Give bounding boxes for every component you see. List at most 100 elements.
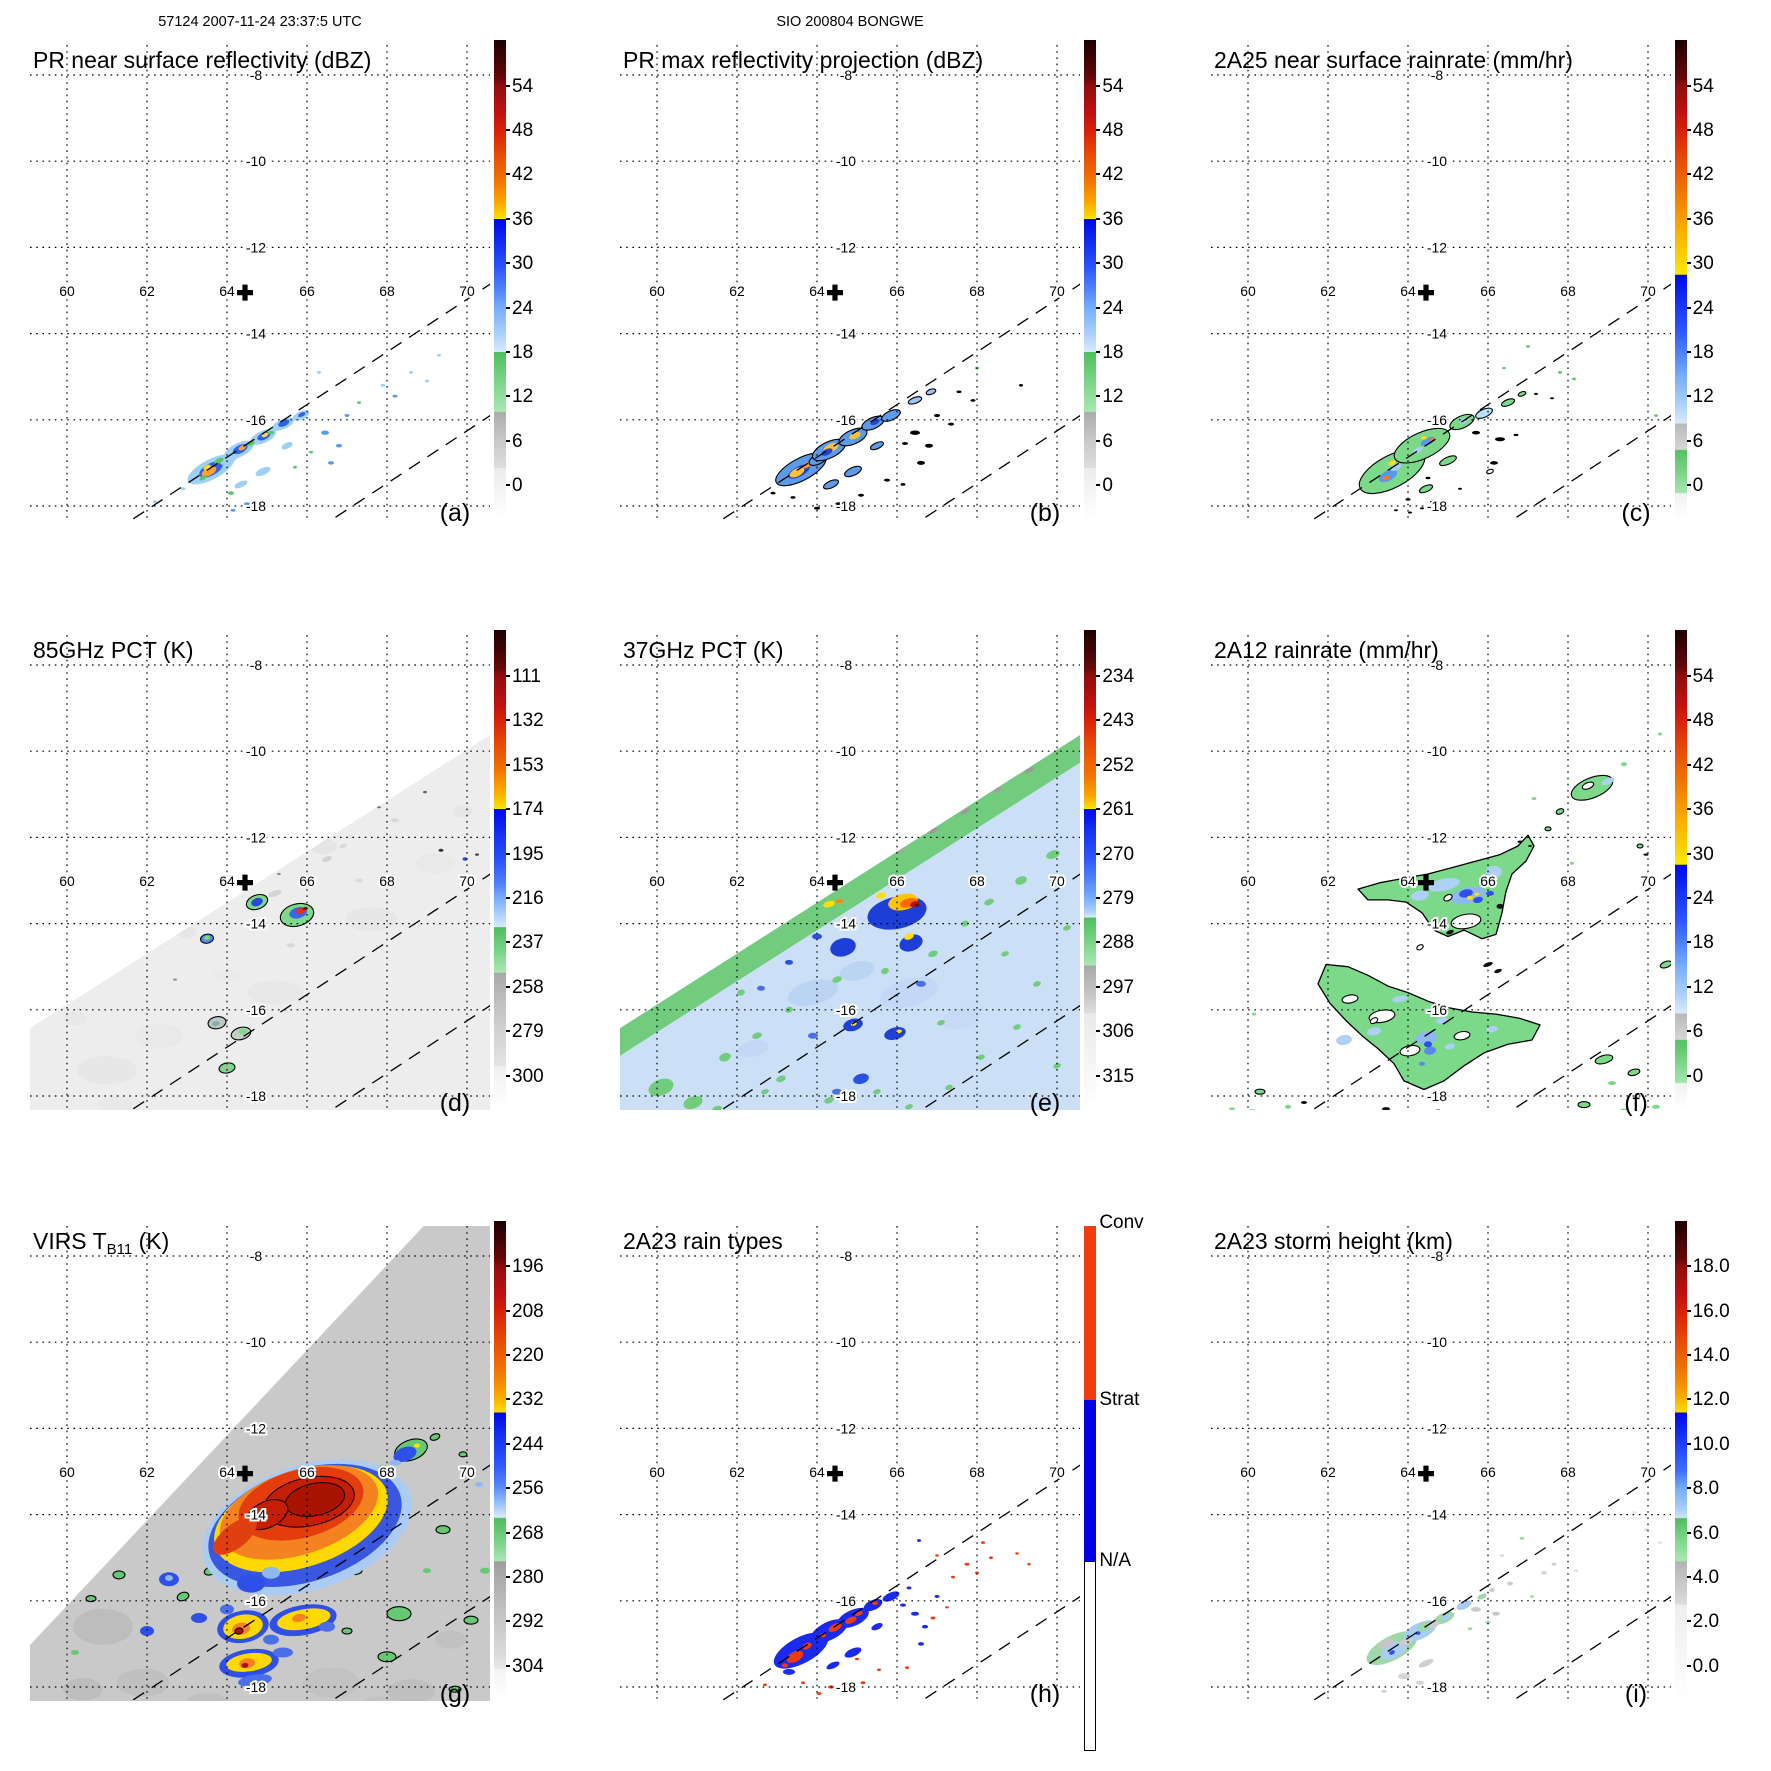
data-blob — [255, 466, 271, 477]
data-blob — [1531, 797, 1537, 801]
data-blob — [934, 413, 941, 418]
data-blob — [916, 981, 927, 988]
data-blob — [247, 440, 255, 447]
grid-label-lat: -8 — [250, 67, 263, 83]
colorbar-height — [1674, 1220, 1687, 1701]
data-blob — [787, 1650, 804, 1663]
data-blob — [1253, 1706, 1259, 1710]
data-blob — [845, 1616, 857, 1624]
grid-label-lon: 70 — [1640, 1464, 1656, 1480]
colorbar-tick-label: 18 — [1692, 342, 1714, 363]
grid-label-lon: 66 — [890, 283, 906, 299]
data-blob — [1378, 1638, 1393, 1649]
colorbar-tick-mark — [1096, 941, 1101, 944]
colorbar-tick-mark — [1096, 395, 1101, 398]
data-blob — [989, 1556, 994, 1559]
grid-label-lon: 60 — [59, 283, 75, 299]
colorbar-tick-mark — [1096, 763, 1101, 766]
data-blob — [1445, 930, 1454, 935]
data-blob — [871, 1622, 883, 1631]
data-blob — [922, 1624, 929, 1629]
data-blob — [1341, 994, 1359, 1005]
data-blob — [948, 422, 955, 426]
data-blob — [970, 399, 976, 402]
colorbar-dbz — [494, 40, 506, 520]
swath-edge-line — [720, 873, 1081, 1111]
colorbar-tick-label: 132 — [512, 710, 544, 732]
storm-center-marker — [1417, 874, 1434, 891]
grid-label-lat: -8 — [1430, 1248, 1443, 1264]
swath-edge-line — [1510, 1595, 1671, 1701]
data-blob — [281, 442, 293, 450]
data-blob — [164, 1574, 173, 1581]
colorbar-tick-mark — [1096, 1030, 1101, 1033]
panel-plot-d: 60 62 64 66 68 70 -8 -10 -12 -14 -16 -18 85GHz PCT (… — [29, 635, 490, 1117]
grid-label-lon: 62 — [139, 1464, 155, 1480]
data-blob — [917, 460, 926, 465]
colorbar-tick-label: 304 — [512, 1655, 544, 1677]
data-blob — [1013, 1024, 1022, 1031]
data-blob — [1391, 996, 1408, 1003]
grid-label-lon: 62 — [139, 283, 155, 299]
grid-label-lon: 66 — [299, 873, 315, 889]
colorbar-tick-mark — [1686, 84, 1691, 87]
storm-center-marker — [827, 284, 844, 301]
colorbar-tick-label: 30 — [1692, 253, 1714, 275]
data-blob — [1527, 845, 1532, 848]
data-blob — [1474, 407, 1493, 420]
data-blob — [463, 1615, 479, 1625]
data-region — [620, 734, 1081, 1061]
colorbar-tick-label: 2.0 — [1692, 1611, 1720, 1633]
data-blob — [1506, 1581, 1513, 1586]
grid-label-lon: 68 — [970, 873, 986, 889]
data-blob — [360, 1695, 397, 1701]
data-blob — [1458, 889, 1473, 898]
colorbar-tick-mark — [1096, 306, 1101, 309]
data-blob — [429, 1432, 441, 1441]
grid-label-lat: -10 — [1427, 153, 1447, 169]
colorbar-tick-label: 42 — [1102, 164, 1124, 186]
colorbar-tick-label: 6 — [1102, 430, 1113, 452]
data-blob — [1540, 1570, 1547, 1575]
data-blob — [1415, 1680, 1424, 1685]
colorbar-tick-mark — [506, 1664, 510, 1667]
colorbar-dbz — [1084, 40, 1097, 520]
data-layer — [62, 769, 479, 1111]
panel-plot-h: 60 62 64 66 68 70 -8 -10 -12 -14 -16 -18 2A23 rain t… — [620, 1225, 1081, 1708]
colorbar-tick-mark — [506, 985, 510, 988]
data-blob — [1046, 850, 1061, 860]
grid-label-lon: 62 — [1320, 283, 1336, 299]
swath-edge-line — [920, 414, 1081, 520]
colorbar-tick-label: 0 — [1102, 475, 1113, 497]
data-blob — [234, 480, 248, 489]
data-blob — [327, 461, 334, 465]
grid-label-lat: -12 — [836, 239, 856, 255]
data-blob — [434, 1630, 467, 1649]
colorbar-tick-mark — [506, 719, 510, 722]
data-blob — [801, 1681, 806, 1684]
colorbar-tick-label: 16.0 — [1692, 1300, 1730, 1322]
grid-label-lat: -10 — [246, 1334, 266, 1350]
data-blob — [984, 899, 995, 906]
data-blob — [392, 394, 398, 398]
colorbar-tick-label: 258 — [512, 976, 544, 998]
data-blob — [227, 491, 234, 495]
colorbar-tick-label: 252 — [1102, 754, 1135, 776]
data-blob — [70, 1649, 79, 1655]
colorbar-tick-label: 48 — [1102, 120, 1124, 141]
colorbar-tick-label: 54 — [512, 75, 534, 97]
data-blob — [832, 976, 843, 984]
grid-label-lat: -16 — [1427, 412, 1447, 428]
colorbar-tick-mark — [506, 1265, 510, 1268]
data-blob — [941, 1007, 981, 1030]
colorbar-tick-mark — [506, 852, 510, 855]
data-blob — [1015, 876, 1028, 886]
data-blob — [961, 920, 970, 928]
colorbar-tick-label: 6 — [1692, 430, 1704, 452]
data-blob — [1015, 1551, 1020, 1555]
panel-letter: (b) — [1030, 499, 1061, 527]
plot-layers — [29, 735, 490, 1111]
data-blob — [1407, 511, 1412, 514]
colorbar-tick-label: 4.0 — [1692, 1567, 1720, 1589]
data-blob — [424, 379, 429, 383]
